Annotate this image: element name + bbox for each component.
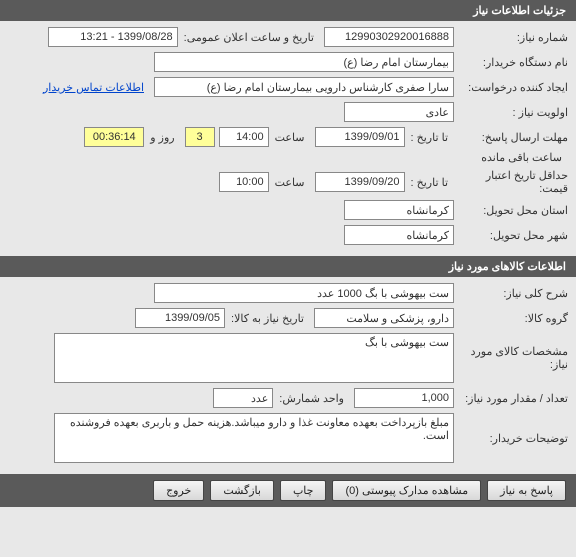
announce-field xyxy=(48,27,178,47)
buyer-note-label: توضیحات خریدار: xyxy=(458,432,568,445)
saat-label-1: ساعت xyxy=(273,131,311,144)
price-valid-time-field xyxy=(219,172,269,192)
province-label: استان محل تحویل: xyxy=(458,204,568,217)
section-header-details: جزئیات اطلاعات نیاز xyxy=(0,0,576,21)
spec-field xyxy=(54,333,454,383)
countdown-field xyxy=(84,127,144,147)
price-valid-date-field xyxy=(315,172,405,192)
section-header-goods: اطلاعات کالاهای مورد نیاز xyxy=(0,256,576,277)
print-button[interactable]: چاپ xyxy=(280,480,327,501)
unit-label: واحد شمارش: xyxy=(277,392,350,405)
qty-label: تعداد / مقدار مورد نیاز: xyxy=(458,392,568,405)
back-button[interactable]: بازگشت xyxy=(210,480,274,501)
respond-button[interactable]: پاسخ به نیاز xyxy=(487,480,566,501)
deadline-time-field xyxy=(219,127,269,147)
requester-label: ایجاد کننده درخواست: xyxy=(458,81,568,94)
footer-toolbar: پاسخ به نیاز مشاهده مدارک پیوستی (0) چاپ… xyxy=(0,474,576,507)
deadline-date-field xyxy=(315,127,405,147)
group-field xyxy=(314,308,454,328)
contact-link[interactable]: اطلاعات تماس خریدار xyxy=(43,81,144,94)
rooz-label: روز و xyxy=(148,131,180,144)
attachments-button[interactable]: مشاهده مدارک پیوستی (0) xyxy=(332,480,481,501)
province-field xyxy=(344,200,454,220)
need-date-label: تاریخ نیاز به کالا: xyxy=(229,312,310,325)
price-valid-label: حداقل تاریخ اعتبار قیمت: xyxy=(458,169,568,195)
group-label: گروه کالا: xyxy=(458,312,568,325)
buyer-label: نام دستگاه خریدار: xyxy=(458,56,568,69)
qty-field xyxy=(354,388,454,408)
ta-tarikh-label: تا تاریخ : xyxy=(409,131,454,144)
priority-label: اولویت نیاز : xyxy=(458,106,568,119)
title-label: شرح کلی نیاز: xyxy=(458,287,568,300)
ta-tarikh-label-2: تا تاریخ : xyxy=(409,176,454,189)
city-label: شهر محل تحویل: xyxy=(458,229,568,242)
requester-field xyxy=(154,77,454,97)
need-no-label: شماره نیاز: xyxy=(458,31,568,44)
remain-label: ساعت باقی مانده xyxy=(479,151,568,164)
need-no-field xyxy=(324,27,454,47)
unit-field xyxy=(213,388,273,408)
days-field xyxy=(185,127,215,147)
buyer-note-field xyxy=(54,413,454,463)
buyer-field xyxy=(154,52,454,72)
title-field xyxy=(154,283,454,303)
spec-label: مشخصات کالای مورد نیاز: xyxy=(458,345,568,371)
priority-field xyxy=(344,102,454,122)
exit-button[interactable]: خروج xyxy=(153,480,204,501)
announce-label: تاریخ و ساعت اعلان عمومی: xyxy=(182,31,320,44)
saat-label-2: ساعت xyxy=(273,176,311,189)
deadline-label: مهلت ارسال پاسخ: xyxy=(458,131,568,144)
need-date-field xyxy=(135,308,225,328)
city-field xyxy=(344,225,454,245)
